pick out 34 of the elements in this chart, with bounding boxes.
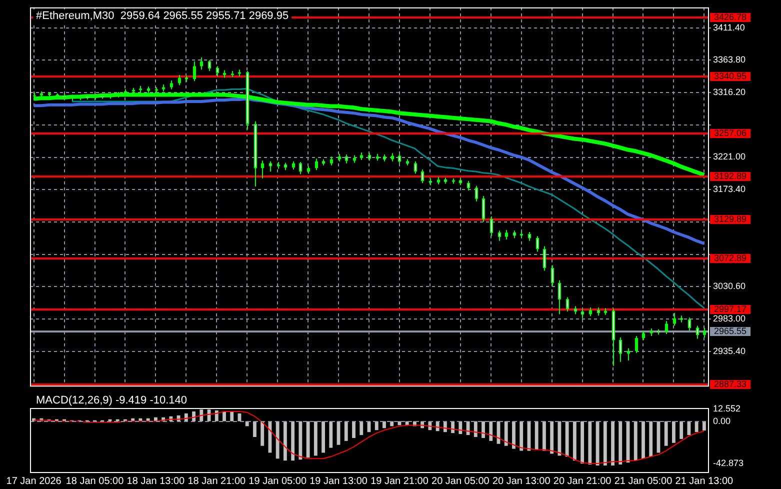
y-tick-label: 2983.00 — [713, 313, 746, 324]
y-tick-label: 3363.80 — [713, 54, 746, 65]
ref-line-label: 3129.89 — [714, 214, 747, 224]
y-tick-label: 2935.40 — [713, 346, 746, 356]
chart-title: #Ethereum,M30 2959.64 2965.55 2955.71 2969.95 — [36, 10, 289, 22]
ref-line-label: 3257.06 — [714, 128, 747, 138]
x-tick-label: 20 Jan 21:00 — [553, 476, 612, 487]
x-tick-label: 21 Jan 13:00 — [675, 476, 734, 487]
x-tick-label: 17 Jan 2026 — [6, 476, 62, 487]
ref-line-label: 2965.55 — [714, 326, 747, 336]
y-tick-label: 3411.40 — [713, 22, 745, 32]
x-tick-label: 19 Jan 13:00 — [310, 476, 368, 487]
x-tick-label: 19 Jan 05:00 — [248, 476, 307, 487]
y-tick-label: 3316.20 — [713, 87, 746, 98]
x-tick-label: 18 Jan 05:00 — [66, 476, 124, 487]
ref-line-label: 2997.17 — [714, 304, 747, 314]
y-tick-label: 3173.40 — [713, 184, 746, 194]
ref-line-label: 2887.33 — [714, 378, 747, 389]
x-tick-label: 20 Jan 05:00 — [432, 476, 490, 487]
x-tick-label: 19 Jan 21:00 — [370, 476, 429, 487]
x-tick-label: 21 Jan 05:00 — [614, 476, 673, 487]
x-tick-label: 18 Jan 13:00 — [126, 476, 186, 487]
y-tick-label: 12.552 — [713, 403, 741, 414]
y-tick-label: -42.873 — [713, 458, 744, 468]
y-tick-label: 3221.00 — [713, 152, 746, 162]
y-tick-label: 0.00 — [713, 416, 731, 426]
chart-title: MACD(12,26,9) -9.419 -10.140 — [36, 394, 188, 407]
y-tick-label: 3030.60 — [713, 281, 746, 292]
x-tick-label: 18 Jan 21:00 — [188, 476, 246, 487]
ref-line-label: 3072.89 — [714, 252, 747, 263]
ref-line-label: 3426.78 — [714, 12, 747, 22]
ref-line-label: 3192.89 — [714, 170, 747, 181]
ref-line-label: 3340.95 — [714, 70, 747, 81]
x-tick-label: 20 Jan 13:00 — [492, 476, 551, 487]
